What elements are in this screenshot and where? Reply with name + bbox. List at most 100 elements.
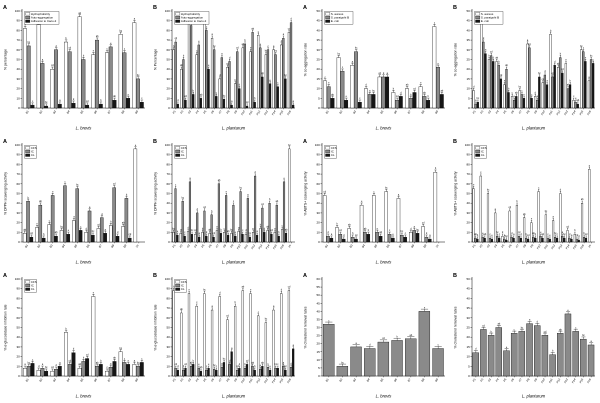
bar [126, 98, 131, 109]
bar [220, 367, 223, 377]
sig-letter: c [531, 93, 533, 96]
sig-letter: bc [191, 229, 194, 232]
sig-letter: e [128, 93, 130, 96]
bar [292, 348, 295, 377]
x-tick-label: P6 [510, 377, 515, 382]
sig-letter: c [583, 47, 585, 50]
sig-letter: c [359, 97, 361, 100]
x-tick-label: P10 [536, 243, 542, 250]
sig-letter: e [198, 40, 200, 43]
panel-label: B [453, 139, 457, 145]
x-tick-label: P3 [486, 243, 491, 248]
bar [405, 88, 409, 109]
x-tick-label: P13 [257, 243, 263, 250]
bar [108, 367, 113, 377]
bar [268, 203, 271, 243]
sig-letter: cd [382, 337, 385, 340]
sig-letter: bc [223, 357, 226, 360]
sig-letter: b [65, 37, 67, 40]
bar [570, 238, 573, 243]
sig-letter: b [491, 330, 493, 333]
x-tick-label: B4 [366, 109, 371, 114]
bar [396, 198, 401, 243]
legend-swatch [325, 16, 331, 19]
bar [172, 290, 175, 377]
bar [78, 230, 83, 243]
bar [487, 59, 491, 109]
x-tick-label: P8 [225, 377, 230, 382]
y-tick-label: 0 [318, 240, 320, 244]
sig-letter: e [198, 363, 200, 366]
bar [507, 92, 510, 109]
y-tick-label: 35 [466, 306, 470, 310]
sig-letter: e [473, 184, 475, 187]
sig-letter: d [343, 234, 345, 237]
sig-letter: d [73, 98, 75, 101]
bar [366, 234, 371, 243]
y-tick-label: 0 [468, 106, 470, 110]
sig-letter: e [68, 229, 70, 232]
sig-letter: d [290, 18, 292, 21]
y-tick-label: 50 [166, 192, 170, 196]
sig-letter: a [513, 233, 515, 236]
sig-letter: ab [242, 43, 245, 46]
x-tick-label: P1 [172, 377, 177, 382]
bar [539, 236, 542, 243]
sig-letter: ab [441, 89, 444, 92]
legend-label: Hydrophobicity [181, 12, 201, 16]
legend-swatch [25, 12, 31, 16]
sig-letter: c [480, 171, 482, 174]
sig-letter: e [274, 227, 276, 230]
bar [510, 333, 518, 377]
y-tick-label: 30 [166, 77, 170, 81]
bar [433, 171, 438, 243]
x-tick-label: P3 [187, 109, 192, 114]
sig-letter: d [502, 231, 504, 234]
sig-letter: d [511, 232, 513, 235]
sig-letter: c [49, 220, 51, 223]
x-tick-label: B7 [107, 109, 112, 114]
legend-label: CL [331, 153, 335, 157]
bar [572, 331, 579, 377]
sig-letter: c [258, 30, 260, 33]
x-tick-label: B8 [420, 109, 425, 114]
x-tick-label: P10 [240, 377, 246, 384]
bar [50, 195, 55, 243]
x-tick-label: P6 [507, 243, 512, 248]
sig-letter: bc [239, 187, 242, 190]
sig-letter: ab [96, 35, 99, 38]
bar [249, 51, 252, 109]
sig-letter: cd [518, 231, 521, 234]
sig-letter: a [590, 340, 592, 343]
x-axis-label: L. plantarum [522, 394, 546, 399]
sig-letter: a [562, 231, 564, 234]
bar [534, 325, 541, 377]
sig-letter: ab [474, 233, 477, 236]
y-tick-label: 20 [316, 342, 320, 346]
sig-letter: ab [208, 228, 211, 231]
bar [176, 370, 179, 377]
y-tick-label: 70 [166, 38, 170, 42]
bar-chart-svg: B 0 10 20 30 40 50 60 70 80 90 100 % α-glucosidase i… [153, 273, 295, 399]
y-tick-label: 100 [15, 9, 20, 13]
y-tick-label: 50 [16, 192, 20, 196]
sig-letter: cd [51, 64, 54, 67]
chart-panel-5: A 0 10 20 30 40 50 60 70 80 90 100 % DPPH scavenging… [0, 134, 150, 268]
bar [210, 309, 214, 377]
sig-letter: e [482, 232, 484, 235]
sig-letter: cd [184, 95, 187, 98]
bar [559, 57, 562, 109]
x-tick-label: B8 [410, 243, 415, 248]
sig-letter: bc [213, 364, 216, 367]
bar [41, 237, 46, 243]
y-tick-label: 25 [466, 58, 470, 62]
sig-letter: ab [532, 232, 535, 235]
bar [205, 370, 208, 377]
x-tick-label: P11 [543, 243, 549, 250]
sig-letter: bc [284, 74, 287, 77]
sig-letter: a [504, 234, 506, 237]
y-tick-label: 90 [16, 287, 20, 291]
x-tick-label: B8 [110, 243, 115, 248]
y-tick-label: 40 [466, 201, 470, 205]
bar [189, 25, 193, 109]
